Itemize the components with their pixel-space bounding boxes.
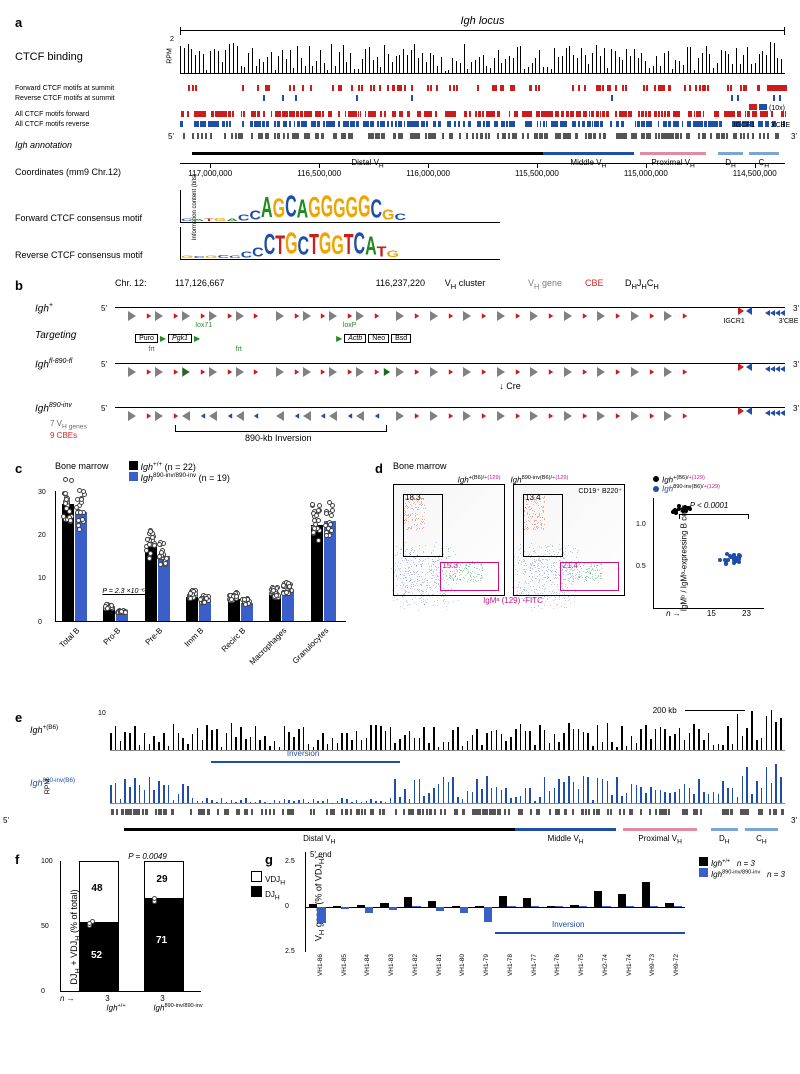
legend-c: Igh+/+ (n = 22)Igh890-inv/890-inv (n = 1… bbox=[129, 461, 230, 483]
label-coords: Coordinates (mm9 Chr.12) bbox=[15, 167, 180, 177]
logo-forward: CATGACCAGCAGGGGGCGC bbox=[180, 190, 500, 223]
panel-letter-g: g bbox=[265, 852, 273, 867]
panel-letter-f: f bbox=[15, 852, 19, 867]
track-fwd-summit bbox=[180, 84, 785, 92]
locus-title: Igh locus bbox=[15, 15, 785, 27]
rpm-track-wt bbox=[110, 710, 785, 751]
panel-a: a Igh locus CTCF binding RPM 2 Forward C… bbox=[15, 15, 785, 260]
track-igh-annotation bbox=[180, 132, 785, 140]
panel-f: f P = 0.0049 DJH + VDJH (% of total) VDJ… bbox=[15, 852, 235, 1013]
panel-e: e 200 kb Igh+(B6) 10 Igh890-inv(B6) RPM … bbox=[15, 710, 785, 834]
coord-track: 117,000,000116,500,000116,000,000115,500… bbox=[180, 163, 785, 180]
label-all-fwd: All CTCF motifs forward bbox=[15, 111, 180, 118]
scatter-d: P < 0.0001 0.51.0 bbox=[653, 498, 764, 609]
label-rev-summit: Reverse CTCF motifs at summit bbox=[15, 95, 180, 102]
label-fwd-summit: Forward CTCF motifs at summit bbox=[15, 85, 180, 92]
panel-letter-c: c bbox=[15, 461, 22, 476]
label-fwd-logo: Forward CTCF consensus motif bbox=[15, 213, 180, 223]
ctcf-peak-track: RPM 2 bbox=[180, 39, 785, 74]
panel-c: c Bone marrow Igh+/+ (n = 22)Igh890-inv/… bbox=[15, 461, 355, 672]
panel-letter-e: e bbox=[15, 710, 22, 725]
track-all-fwd bbox=[180, 110, 785, 118]
track-rev-summit bbox=[180, 94, 785, 102]
panel-letter-a: a bbox=[15, 15, 22, 30]
facs-plot-inv: CD19⁺ B220⁺ 13.421.4 bbox=[513, 484, 625, 596]
panel-d: d Bone marrow Igh+(B6)/+(129) Igh890-inv… bbox=[375, 461, 785, 672]
panel-letter-d: d bbox=[375, 461, 383, 476]
annotation-regions-e: Distal VHMiddle VHProximal VHDHCH bbox=[110, 816, 785, 834]
track-annot-e bbox=[110, 808, 785, 816]
legend-g: Igh+/+ n = 3Igh890-inv/890-inv n = 3 bbox=[699, 857, 785, 879]
annotation-regions: Distal VHMiddle VHProximal VHDHCH bbox=[180, 140, 785, 158]
stacked-bars-f: 05010052487129 bbox=[60, 861, 201, 992]
facs-plot-wt: 18.315.3 bbox=[393, 484, 505, 596]
legend-d: Igh+(B6)/+(129)Igh890-inv(B6)/+(129) bbox=[653, 475, 764, 494]
facs-x-label: IgMᵃ (129) -FITC bbox=[393, 596, 633, 605]
track-all-rev bbox=[180, 120, 785, 128]
panel-g: g VH gene (% of VDJH) 5' end Igh+/+ n = … bbox=[265, 852, 785, 1013]
label-annot: Igh annotation bbox=[15, 140, 180, 150]
panel-b: b Chr. 12: 117,126,667 116,237,220 VH cl… bbox=[15, 278, 785, 443]
rpm-track-inv bbox=[110, 763, 785, 804]
label-rev-logo: Reverse CTCF consensus motif bbox=[15, 250, 180, 260]
diverging-chart-g: 2.502.5Inversion bbox=[305, 852, 685, 952]
label-ctcf: CTCF binding bbox=[15, 51, 180, 63]
panel-letter-b: b bbox=[15, 278, 23, 293]
label-all-rev: All CTCF motifs reverse bbox=[15, 121, 180, 128]
logo-reverse: GCGCCCCCTGCTGGTCATG bbox=[180, 227, 500, 260]
bar-chart-c: 0102030P = 2.3 ×10⁻⁶ bbox=[55, 491, 346, 622]
